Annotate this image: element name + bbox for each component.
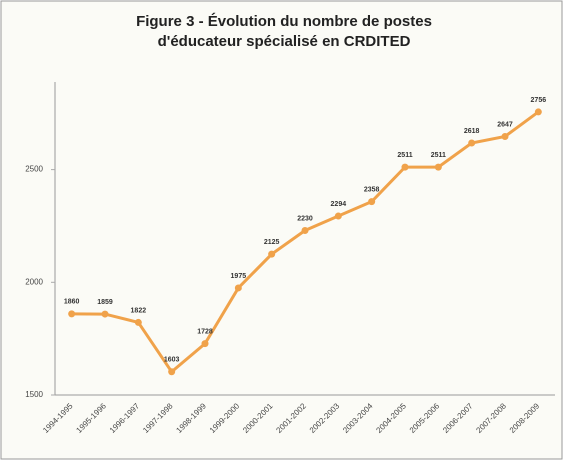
point [434, 163, 442, 171]
point [134, 318, 142, 326]
point [234, 284, 242, 292]
value-label: 1860 [64, 299, 80, 306]
value-label: 2294 [331, 201, 347, 208]
point [468, 139, 476, 147]
point [201, 340, 209, 348]
value-label: 2647 [497, 121, 513, 128]
y-tick-label: 2000 [25, 277, 43, 286]
point [101, 310, 109, 318]
point [168, 368, 176, 376]
value-label: 2618 [464, 128, 480, 135]
value-label: 1728 [197, 328, 213, 335]
chart-title: Figure 3 - Évolution du nombre de postes [136, 13, 432, 30]
value-label: 1822 [131, 307, 147, 314]
value-label: 2511 [397, 152, 412, 159]
y-tick-label: 1500 [25, 390, 43, 399]
value-label: 1859 [97, 299, 113, 306]
point [534, 108, 542, 116]
value-label: 1975 [231, 273, 247, 280]
point [501, 132, 509, 140]
point [368, 198, 376, 206]
point [268, 250, 276, 258]
point [334, 212, 342, 220]
value-label: 1603 [164, 357, 180, 364]
value-label: 2358 [364, 186, 380, 193]
y-tick-label: 2500 [25, 165, 43, 174]
point [301, 226, 309, 234]
value-label: 2511 [431, 152, 446, 159]
point [68, 310, 76, 318]
value-label: 2230 [297, 215, 313, 222]
chart-title: d'éducateur spécialisé en CRDITED [158, 33, 411, 50]
value-label: 2756 [531, 97, 547, 104]
point [401, 163, 409, 171]
value-label: 2125 [264, 239, 280, 246]
